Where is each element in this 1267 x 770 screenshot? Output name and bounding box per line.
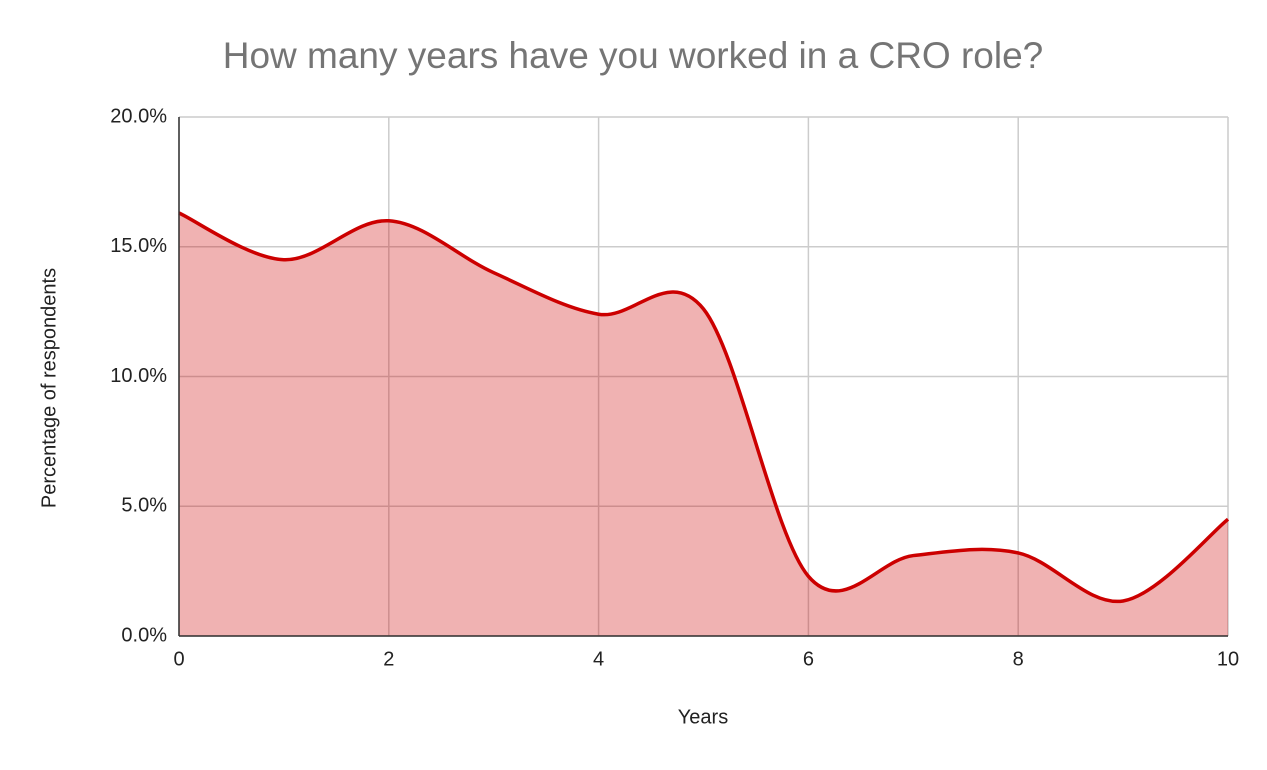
x-tick-label: 8: [1013, 648, 1024, 670]
chart-title: How many years have you worked in a CRO …: [223, 35, 1044, 76]
x-tick-label: 2: [383, 648, 394, 670]
y-tick-label: 10.0%: [110, 365, 167, 387]
x-tick-label: 6: [803, 648, 814, 670]
area-fill: [179, 213, 1228, 636]
y-tick-label: 20.0%: [110, 105, 167, 127]
x-tick-label: 4: [593, 648, 604, 670]
y-tick-label: 0.0%: [121, 624, 167, 646]
y-axis-label: Percentage of respondents: [38, 268, 60, 508]
y-tick-label: 5.0%: [121, 495, 167, 517]
x-axis-label: Years: [678, 706, 728, 728]
x-tick-label: 10: [1217, 648, 1239, 670]
area-line: [178, 211, 1230, 604]
x-tick-label: 0: [173, 648, 184, 670]
y-tick-label: 15.0%: [110, 235, 167, 257]
